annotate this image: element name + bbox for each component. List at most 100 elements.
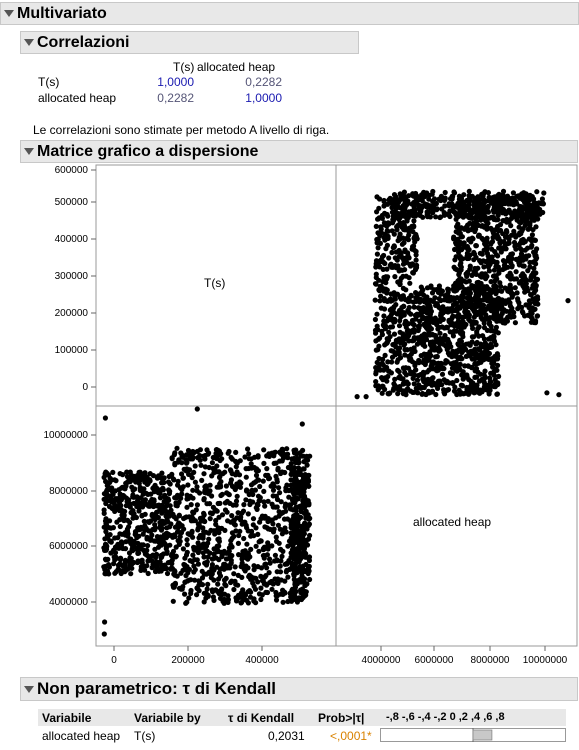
scatter-point xyxy=(464,198,470,204)
scatter-point xyxy=(260,553,266,559)
scatter-point xyxy=(154,534,160,540)
scatter-point xyxy=(229,471,235,477)
scatter-point xyxy=(267,556,273,562)
scatter-point xyxy=(533,284,539,290)
kendall-header[interactable]: Non parametrico: τ di Kendall xyxy=(20,677,578,701)
scatter-point xyxy=(529,196,535,202)
scatter-point xyxy=(414,341,420,347)
scatter-point xyxy=(468,227,474,233)
scatter-point xyxy=(269,517,275,523)
scatter-point xyxy=(455,318,462,324)
scatter-point xyxy=(211,567,217,573)
disclosure-triangle-icon[interactable] xyxy=(4,10,14,17)
scatter-point xyxy=(485,387,491,393)
scatter-point xyxy=(524,208,530,214)
scatter-point xyxy=(532,200,538,206)
scatter-point xyxy=(138,495,144,501)
scatter-point xyxy=(480,237,487,243)
scatter-point xyxy=(405,328,411,334)
corr-row: T(s) 1,0000 0,2282 xyxy=(38,75,288,91)
scatter-point xyxy=(405,215,411,221)
scatter-panel-top-right xyxy=(354,188,571,400)
scatter-point xyxy=(384,228,390,234)
scatter-point xyxy=(289,564,295,570)
scatter-point xyxy=(231,521,237,527)
scatter-point xyxy=(303,561,309,568)
scatter-point xyxy=(372,281,379,287)
scatter-point xyxy=(449,193,455,199)
scatter-point xyxy=(410,389,416,395)
scatter-point xyxy=(168,507,174,513)
scatter-point xyxy=(533,253,539,259)
scatter-point xyxy=(467,342,473,348)
scatter-point xyxy=(484,284,490,290)
scatter-point xyxy=(471,334,477,340)
scatter-point xyxy=(442,332,448,339)
scatter-point xyxy=(260,478,266,484)
scatter-point xyxy=(442,189,448,196)
scatter-point xyxy=(386,368,392,374)
scatter-point xyxy=(224,509,230,515)
scatter-point xyxy=(207,550,213,556)
scatter-matrix-header[interactable]: Matrice grafico a dispersione xyxy=(20,140,578,163)
scatter-point xyxy=(460,256,466,262)
correlations-header[interactable]: Correlazioni xyxy=(20,31,359,54)
disclosure-triangle-icon[interactable] xyxy=(24,39,34,46)
scatter-point xyxy=(391,192,398,198)
scatter-point xyxy=(285,574,291,580)
scatter-point xyxy=(518,204,524,210)
scatter-point xyxy=(135,499,141,506)
scatter-point xyxy=(194,448,201,454)
scatter-point xyxy=(292,469,298,476)
disclosure-triangle-icon[interactable] xyxy=(24,148,34,155)
scatter-point xyxy=(268,483,274,489)
scatter-point xyxy=(380,362,386,368)
scatter-point xyxy=(171,582,177,588)
scatter-point xyxy=(467,297,474,303)
scatter-point xyxy=(158,475,164,481)
scatter-point xyxy=(446,317,452,323)
scatter-point xyxy=(451,301,457,307)
scatter-point xyxy=(409,246,415,252)
scatter-point xyxy=(409,317,416,324)
scatter-point xyxy=(410,191,416,197)
scatter-point xyxy=(387,314,393,320)
scatter-point xyxy=(123,480,129,486)
scatter-point xyxy=(523,281,529,287)
scatter-point xyxy=(479,191,485,197)
scatter-point xyxy=(495,362,501,368)
scatter-point xyxy=(103,546,110,552)
scatter-point xyxy=(199,568,205,574)
scatter-point xyxy=(188,518,194,524)
scatter-point xyxy=(184,537,190,543)
scatter-point xyxy=(394,311,400,317)
scatter-point xyxy=(431,343,437,349)
scatter-point xyxy=(522,289,528,295)
scatter-point xyxy=(257,483,263,490)
scatter-point xyxy=(145,543,151,549)
x-tick-label: 0 xyxy=(111,655,117,666)
scatter-point xyxy=(539,196,546,202)
scatter-point xyxy=(420,214,426,220)
scatter-point xyxy=(233,498,240,504)
scatter-point xyxy=(492,234,498,240)
scatter-point xyxy=(381,203,387,209)
scatter-point xyxy=(246,491,252,498)
scatter-point xyxy=(288,506,294,512)
scatter-point xyxy=(124,558,130,564)
scatter-point xyxy=(472,368,478,374)
scatter-point xyxy=(461,204,467,210)
scatter-point xyxy=(439,340,445,346)
scatter-point xyxy=(206,530,212,536)
scatter-point xyxy=(508,314,514,320)
scatter-point xyxy=(482,340,488,346)
disclosure-triangle-icon[interactable] xyxy=(24,685,34,693)
multivariate-header[interactable]: Multivariato xyxy=(0,2,579,25)
scatter-point xyxy=(500,208,506,214)
scatter-point xyxy=(383,236,389,242)
scatter-point xyxy=(166,490,172,497)
scatter-point xyxy=(111,499,117,505)
scatter-point xyxy=(398,275,404,281)
scatter-point xyxy=(396,247,402,254)
